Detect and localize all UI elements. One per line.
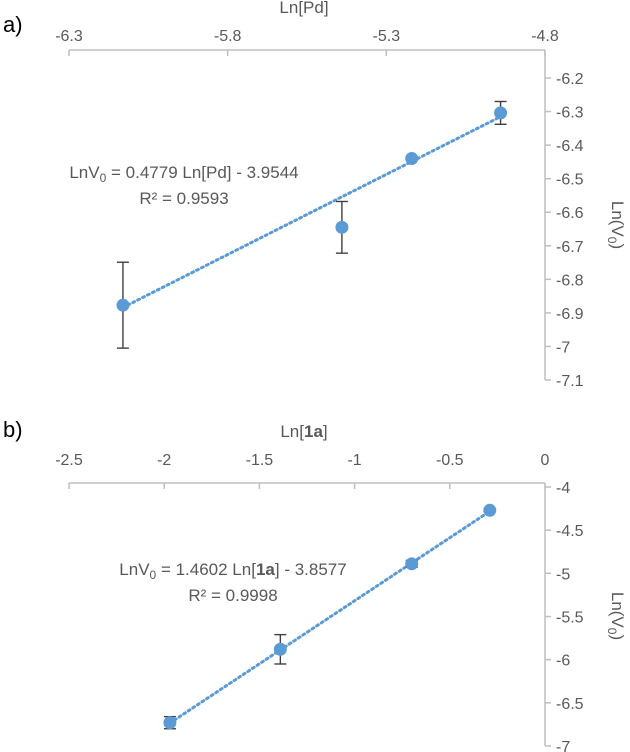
data-point — [116, 298, 130, 312]
y-axis-title: Ln(V0) — [605, 592, 627, 640]
y-tick-label: -7 — [556, 339, 570, 356]
x-tick-label: -0.5 — [436, 452, 464, 469]
x-axis-title: Ln[1a] — [280, 422, 327, 441]
trendline-equation: LnV0 = 0.4779 Ln[Pd] - 3.9544 — [69, 163, 298, 185]
y-tick-label: -6.3 — [556, 105, 584, 122]
x-tick-label: -5.8 — [214, 28, 242, 45]
y-tick-label: -5.5 — [556, 610, 584, 627]
chart-panel-b: b) -2.5 -2 -1.5 -1 -0.5 0 Ln[1a] -7 -6.5 -6 -5.5 -5 -… — [3, 417, 627, 752]
x-tick-label: -2 — [157, 452, 171, 469]
y-tick-label: -6.6 — [556, 205, 584, 222]
x-tick-label: -6.3 — [55, 28, 83, 45]
x-tick-label: -1.5 — [246, 452, 274, 469]
trendline-equation: LnV0 = 1.4602 Ln[1a] - 3.8577 — [119, 560, 346, 582]
y-tick-label: -6.9 — [556, 306, 584, 323]
y-tick-label: -6.4 — [556, 138, 584, 155]
x-tick-label: -2.5 — [55, 452, 83, 469]
data-point — [163, 716, 177, 730]
y-tick-label: -6.7 — [556, 239, 584, 256]
x-axis-title: Ln[Pd] — [279, 0, 328, 17]
y-tick-label: -6.5 — [556, 696, 584, 713]
y-tick-label: -4 — [556, 480, 570, 497]
x-tick-label: -4.8 — [531, 28, 559, 45]
y-tick-label: -6.2 — [556, 71, 584, 88]
panel-label: b) — [3, 417, 23, 442]
data-point — [405, 152, 419, 166]
y-tick-label: -6.5 — [556, 172, 584, 189]
data-point — [405, 557, 419, 571]
y-tick-label: -6.8 — [556, 272, 584, 289]
y-tick-label: -7.1 — [556, 373, 584, 390]
y-axis-title: Ln(V0) — [605, 201, 627, 249]
r-squared-label: R² = 0.9998 — [188, 586, 277, 605]
y-tick-label: -7 — [556, 739, 570, 752]
chart-panel-a: a) -6.3 -5.8 -5.3 -4.8 Ln[Pd] -7.1 -7 -6.9 -6.8 -6… — [3, 0, 627, 390]
data-point — [494, 106, 508, 120]
y-tick-label: -5 — [556, 566, 570, 583]
x-tick-label: -1 — [347, 452, 361, 469]
trendline — [168, 509, 492, 725]
data-point — [273, 642, 287, 656]
trendline — [121, 115, 503, 309]
x-tick-label: -5.3 — [373, 28, 401, 45]
panel-label: a) — [3, 12, 23, 37]
data-point — [483, 503, 497, 517]
data-point — [335, 220, 349, 234]
r-squared-label: R² = 0.9593 — [139, 189, 228, 208]
y-tick-label: -6 — [556, 653, 570, 670]
y-tick-label: -4.5 — [556, 523, 584, 540]
x-tick-label: 0 — [541, 452, 550, 469]
